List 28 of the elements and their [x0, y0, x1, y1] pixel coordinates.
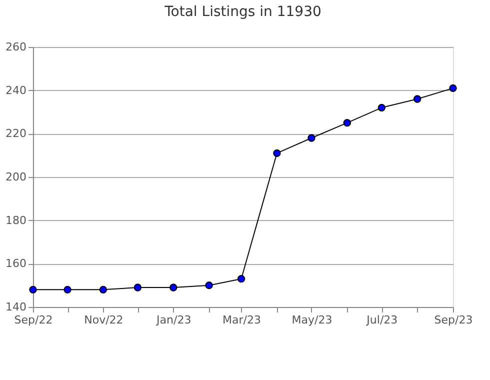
- point: [64, 286, 72, 294]
- point: [29, 286, 37, 294]
- x-tick-label: Jul/23: [366, 314, 398, 326]
- point: [378, 104, 386, 112]
- x-tick-label: Sep/23: [434, 314, 473, 326]
- chart-title: Total Listings in 11930: [164, 4, 322, 20]
- point: [449, 84, 457, 92]
- y-tick-label: 160: [6, 257, 26, 270]
- point: [205, 281, 213, 290]
- y-tick-label: 220: [6, 127, 26, 140]
- x-tick-label: Jan/23: [156, 314, 192, 326]
- point: [99, 286, 108, 294]
- x-tick-label: Mar/23: [222, 314, 262, 326]
- point: [343, 118, 351, 127]
- point: [413, 95, 422, 103]
- y-tick-label: 240: [6, 84, 26, 97]
- x-tick-label: Sep/22: [14, 314, 53, 326]
- point: [237, 274, 246, 283]
- y-tick-label: 260: [6, 40, 26, 54]
- y-tick-label: 200: [6, 170, 26, 184]
- point: [134, 284, 142, 292]
- y-tick-label: 140: [6, 300, 26, 314]
- x-tick-label: Nov/22: [84, 314, 124, 326]
- point: [308, 134, 316, 142]
- x-tick-label: May/23: [292, 314, 332, 326]
- point: [273, 149, 281, 158]
- point: [170, 284, 178, 292]
- y-tick-label: 180: [6, 214, 26, 227]
